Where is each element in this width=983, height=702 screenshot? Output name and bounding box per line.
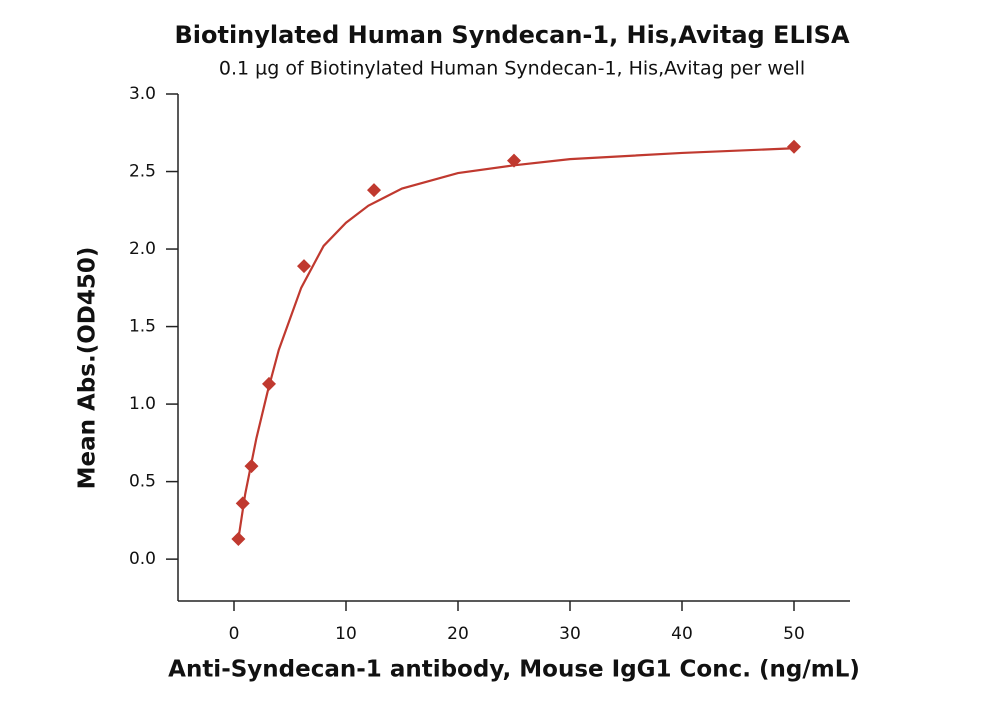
y-tick-label: 2.5: [129, 162, 156, 182]
x-tick-label: 30: [559, 624, 581, 644]
data-point: [244, 459, 259, 474]
data-point: [297, 259, 311, 274]
y-tick-label: 0.5: [129, 472, 156, 492]
y-tick-label: 0.0: [129, 549, 156, 569]
chart-subtitle: 0.1 µg of Biotinylated Human Syndecan-1,…: [219, 58, 805, 80]
data-point: [787, 139, 801, 154]
y-axis-label: Mean Abs.(OD450): [75, 247, 101, 490]
x-tick-label: 10: [335, 624, 357, 644]
y-tick-label: 3.0: [129, 84, 156, 104]
fit-curve: [237, 147, 795, 540]
data-point: [367, 183, 381, 198]
data-point: [262, 376, 276, 391]
x-tick-label: 0: [229, 624, 240, 644]
y-tick-label: 2.0: [129, 239, 156, 259]
x-axis-label: Anti-Syndecan-1 antibody, Mouse IgG1 Con…: [168, 657, 860, 683]
y-tick-label: 1.5: [129, 317, 156, 337]
y-tick-label: 1.0: [129, 394, 156, 414]
x-tick-label: 20: [447, 624, 469, 644]
data-point: [231, 531, 246, 546]
data-point: [235, 496, 250, 511]
data-point: [507, 153, 521, 168]
x-tick-label: 50: [783, 624, 805, 644]
x-tick-label: 40: [671, 624, 693, 644]
chart-title: Biotinylated Human Syndecan-1, His,Avita…: [174, 21, 849, 49]
